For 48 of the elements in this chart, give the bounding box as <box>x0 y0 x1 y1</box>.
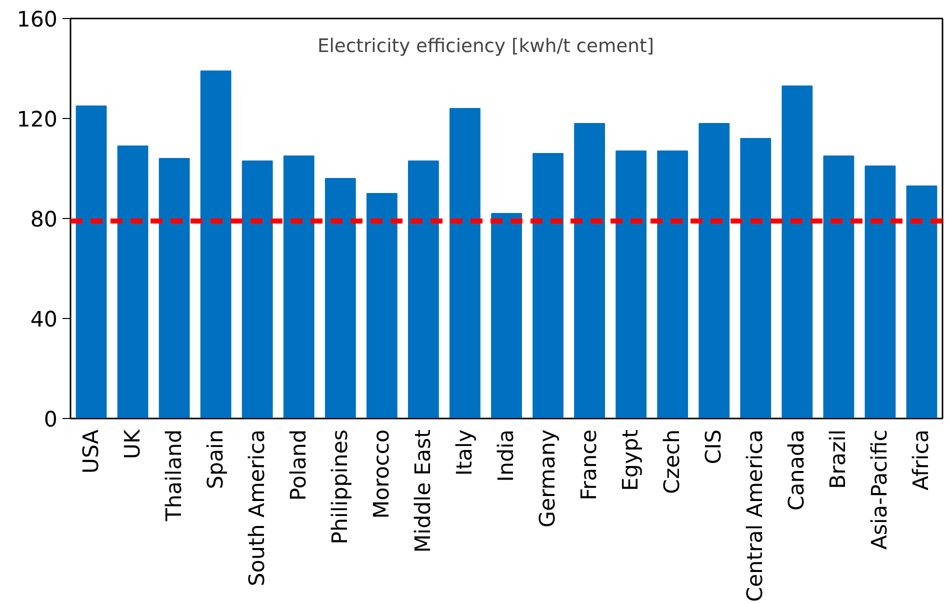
bar <box>616 150 647 418</box>
bar <box>698 123 730 418</box>
x-tick-label: UK <box>120 428 146 460</box>
y-tick-label: 0 <box>44 408 58 432</box>
x-tick-label: Italy <box>452 429 478 476</box>
x-tick-label: Canada <box>784 429 810 511</box>
x-tick-label: Asia-Pacific <box>868 429 893 550</box>
x-tick-label: USA <box>78 429 104 474</box>
x-tick-label: India <box>494 430 519 482</box>
bar <box>574 123 605 418</box>
x-tick-label: Morocco <box>369 429 394 519</box>
x-tick-label: France <box>577 430 602 500</box>
bar <box>200 70 232 418</box>
x-tick-label: Middle East <box>410 429 436 553</box>
bar <box>450 108 480 418</box>
x-tick-label: Brazil <box>826 429 852 490</box>
y-tick-label: 120 <box>16 108 58 132</box>
x-tick-label: Czech <box>660 430 686 494</box>
x-tick-label: Africa <box>909 429 934 490</box>
bar <box>283 156 314 418</box>
bar <box>823 156 854 418</box>
bar <box>532 153 564 418</box>
x-tick-label: Egypt <box>618 429 644 492</box>
bar <box>491 213 522 418</box>
bar <box>782 86 813 418</box>
x-tick-label: Thailand <box>162 430 187 522</box>
bar <box>242 160 273 418</box>
bar <box>76 106 107 418</box>
x-tick-label: Spain <box>203 429 228 490</box>
bar <box>366 193 398 418</box>
bar <box>158 158 190 418</box>
bar <box>324 178 356 418</box>
bar <box>740 138 772 418</box>
x-tick-label: Poland <box>286 430 312 501</box>
text: Electricity efficiency [kwh/t cement] <box>317 36 654 57</box>
y-tick-label: 40 <box>30 308 58 332</box>
bar <box>408 160 439 418</box>
x-tick-label: Philippines <box>328 429 353 544</box>
bar <box>906 186 938 418</box>
y-tick-label: 160 <box>16 8 58 32</box>
x-tick-label: South America <box>244 429 270 586</box>
x-tick-label: CIS <box>702 429 727 464</box>
bar <box>117 146 148 418</box>
x-tick-label: Germany <box>536 429 561 528</box>
y-tick-label: 80 <box>30 208 58 232</box>
bar <box>657 150 688 418</box>
x-tick-label: Central America <box>743 429 768 602</box>
bar <box>864 166 896 418</box>
